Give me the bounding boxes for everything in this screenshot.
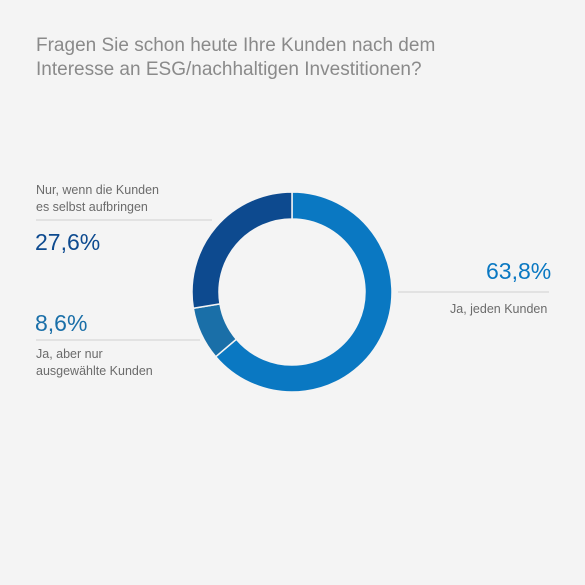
category-label-nur-wenn-line-1: Nur, wenn die Kunden <box>36 183 160 197</box>
category-label-ja-jeden-kunden: Ja, jeden Kunden <box>450 301 547 318</box>
chart-title-line-1: Fragen Sie schon heute Ihre Kunden nach … <box>36 35 436 56</box>
category-label-nur-wenn-line-2: es selbst aufbringen <box>36 200 148 214</box>
value-label-ja-aber-nur: 8,6% <box>35 310 88 336</box>
category-label-ja-aber-nur: Ja, aber nur ausgewählte Kunden <box>36 346 153 380</box>
chart-title: Fragen Sie schon heute Ihre Kunden nach … <box>36 34 536 82</box>
category-label-ja-aber-nur-line-1: Ja, aber nur <box>36 347 103 361</box>
value-label-nur-wenn-die-kunden: 27,6% <box>35 229 101 255</box>
category-label-ja-jeden-kunden-line-1: Ja, jeden Kunden <box>450 302 548 316</box>
chart-title-line-2: Interesse an ESG/nachhaltigen Investitio… <box>36 59 422 80</box>
value-label-ja-jeden-kunden: 63,8% <box>486 258 552 284</box>
slice-ja-jeden-kunden <box>214 191 393 393</box>
category-label-ja-aber-nur-line-2: ausgewählte Kunden <box>36 364 153 378</box>
slice-nur-wenn-die-kunden <box>191 191 293 310</box>
category-label-nur-wenn-die-kunden: Nur, wenn die Kunden es selbst aufbringe… <box>36 182 159 216</box>
